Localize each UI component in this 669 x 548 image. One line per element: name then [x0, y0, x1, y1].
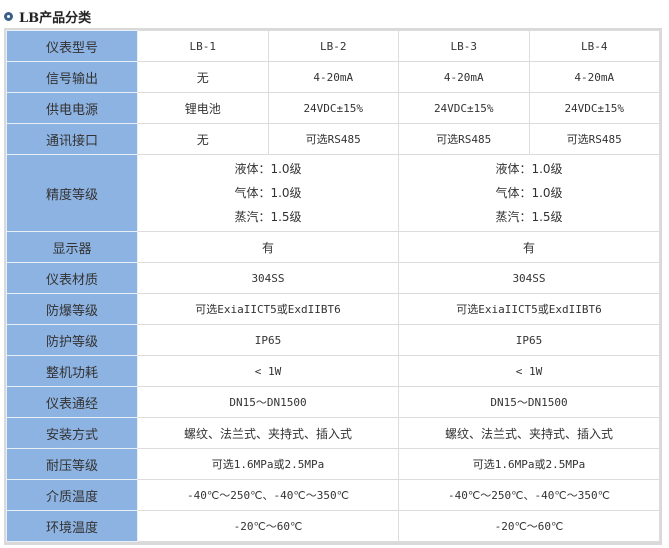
table-cell: 可选ExiaIICT5或ExdIIBT6 [398, 293, 660, 325]
table-row: 精度等级 液体：1.0级 气体：1.0级 蒸汽：1.5级 液体：1.0级 气体：1.0级蒸… [6, 154, 660, 232]
table-cell: DN15～DN1500 [398, 386, 660, 418]
table-cell: LB-4 [528, 30, 660, 62]
table-cell: 304SS [137, 262, 399, 294]
cell-line: 气体：1.0级 [234, 186, 302, 200]
table-row: 信号输出无 4-20mA 4-20mA 4-20mA [6, 61, 660, 93]
table-row: 环境温度 -20℃～60℃ -20℃～60℃ [6, 510, 660, 542]
row-label: 整机功耗 [6, 355, 138, 387]
table-cell: 可选ExiaIICT5或ExdIIBT6 [137, 293, 399, 325]
row-label: 防爆等级 [6, 293, 138, 325]
table-cell: DN15～DN1500 [137, 386, 399, 418]
table-row: 耐压等级 可选1.6MPa或2.5MPa 可选1.6MPa或2.5MPa [6, 448, 660, 480]
table-row: 整机功耗 < 1W < 1W [6, 355, 660, 387]
table-cell: 可选1.6MPa或2.5MPa [137, 448, 399, 480]
row-label: 显示器 [6, 231, 138, 263]
row-label: 耐压等级 [6, 448, 138, 480]
table-cell: 4-20mA [267, 61, 399, 93]
table-cell: 有 [398, 231, 660, 263]
table-cell: 可选1.6MPa或2.5MPa [398, 448, 660, 480]
row-label: 精度等级 [6, 154, 138, 232]
table-cell: -40℃～250℃、-40℃～350℃ [137, 479, 399, 511]
section-title: LB产品分类 [4, 6, 91, 26]
table-cell: LB-1 [137, 30, 269, 62]
table-cell: -20℃～60℃ [398, 510, 660, 542]
table-cell: 螺纹、法兰式、夹持式、插入式 [398, 417, 660, 449]
table-cell: 锂电池 [137, 92, 269, 124]
table-cell: 4-20mA [528, 61, 660, 93]
table-row: 仪表型号 LB-1 LB-2 LB-3 LB-4 [6, 30, 660, 62]
table-cell: 螺纹、法兰式、夹持式、插入式 [137, 417, 399, 449]
cell-line: 蒸汽：1.5级 [495, 210, 563, 224]
table-cell: -40℃～250℃、-40℃～350℃ [398, 479, 660, 511]
cell-line: 液体：1.0级 [495, 162, 563, 176]
row-label: 信号输出 [6, 61, 138, 93]
row-label: 防护等级 [6, 324, 138, 356]
table-cell: LB-3 [398, 30, 530, 62]
product-table-container: 仪表型号 LB-1 LB-2 LB-3 LB-4 信号输出无 4-20mA 4-20mA 4-2… [4, 28, 662, 545]
table-cell: IP65 [398, 324, 660, 356]
table-row: 介质温度 -40℃～250℃、-40℃～350℃ -40℃～250℃、-40℃～35… [6, 479, 660, 511]
row-label: 环境温度 [6, 510, 138, 542]
table-cell: 可选RS485 [398, 123, 530, 155]
table-cell: 有 [137, 231, 399, 263]
cell-line: 蒸汽：1.5级 [234, 210, 302, 224]
bullet-icon [4, 11, 13, 21]
row-label: 介质温度 [6, 479, 138, 511]
section-title-text: LB产品分类 [19, 10, 92, 26]
row-label: 仪表通经 [6, 386, 138, 418]
table-cell: 无 [137, 123, 269, 155]
table-row: 仪表材质 304SS 304SS [6, 262, 660, 294]
table-cell: LB-2 [267, 30, 399, 62]
row-label: 仪表型号 [6, 30, 138, 62]
table-cell: 可选RS485 [528, 123, 660, 155]
table-cell: 24VDC±15% [267, 92, 399, 124]
table-row: 仪表通经 DN15～DN1500 DN15～DN1500 [6, 386, 660, 418]
table-cell: 无 [137, 61, 269, 93]
cell-line: 气体：1.0级 [495, 186, 563, 200]
row-label: 供电电源 [6, 92, 138, 124]
table-cell: 24VDC±15% [528, 92, 660, 124]
table-cell: 24VDC±15% [398, 92, 530, 124]
table-cell: IP65 [137, 324, 399, 356]
product-classification-table: 仪表型号 LB-1 LB-2 LB-3 LB-4 信号输出无 4-20mA 4-20mA 4-2… [6, 30, 660, 542]
table-cell: < 1W [137, 355, 399, 387]
table-cell: 4-20mA [398, 61, 530, 93]
table-cell: -20℃～60℃ [137, 510, 399, 542]
row-label: 安装方式 [6, 417, 138, 449]
row-label: 仪表材质 [6, 262, 138, 294]
table-cell: 液体：1.0级 气体：1.0级 蒸汽：1.5级 [137, 154, 399, 232]
table-row: 防护等级 IP65 IP65 [6, 324, 660, 356]
table-row: 安装方式 螺纹、法兰式、夹持式、插入式 螺纹、法兰式、夹持式、插入式 [6, 417, 660, 449]
table-cell: < 1W [398, 355, 660, 387]
table-cell: 304SS [398, 262, 660, 294]
table-row: 通讯接口无可选RS485 可选RS485 可选RS485 [6, 123, 660, 155]
cell-line: 液体：1.0级 [234, 162, 302, 176]
row-label: 通讯接口 [6, 123, 138, 155]
table-row: 显示器有有 [6, 231, 660, 263]
table-row: 防爆等级 可选ExiaIICT5或ExdIIBT6 可选ExiaIICT5或ExdI… [6, 293, 660, 325]
table-cell: 液体：1.0级 气体：1.0级 蒸汽：1.5级 [398, 154, 660, 232]
table-cell: 可选RS485 [267, 123, 399, 155]
table-row: 供电电源 锂电池 24VDC±15% 24VDC±15% 24VDC±15% [6, 92, 660, 124]
